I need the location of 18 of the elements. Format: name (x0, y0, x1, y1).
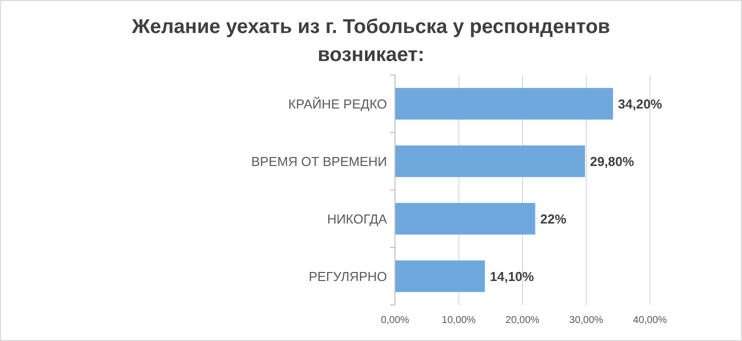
y-tick-label: ВРЕМЯ ОТ ВРЕМЕНИ (251, 154, 387, 169)
data-label: 14,10% (490, 268, 534, 284)
x-tick-label: 20,00% (506, 315, 540, 326)
x-tick-label: 10,00% (442, 315, 476, 326)
bar (395, 88, 614, 120)
chart-title: Желание уехать из г. Тобольска у респондентов возникает: (130, 16, 610, 66)
data-label: 22% (540, 211, 567, 226)
bar (395, 145, 585, 178)
y-tick-label: КРАЙНЕ РЕДКО (288, 96, 387, 112)
x-tick-label: 0,00% (380, 315, 410, 326)
x-tick-label: 40,00% (633, 315, 668, 326)
x-tick-label: 30,00% (569, 315, 604, 326)
y-tick-label: РЕГУЛЯРНО (308, 268, 387, 284)
y-tick-label: НИКОГДА (327, 211, 388, 226)
data-label: 29,80% (590, 154, 635, 169)
bar (395, 202, 536, 235)
bar (395, 260, 485, 292)
data-label: 34,20% (618, 96, 663, 112)
